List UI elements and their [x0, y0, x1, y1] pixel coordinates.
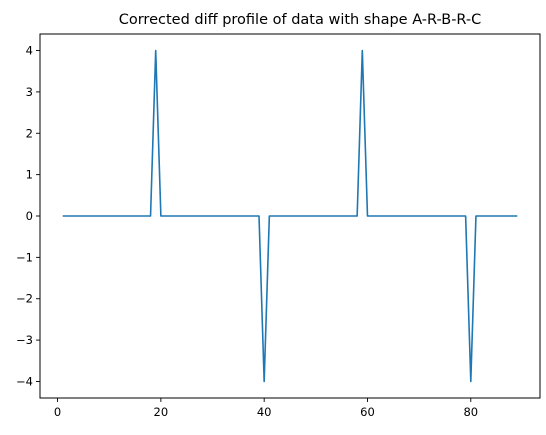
x-tick-label: 80 [463, 405, 478, 419]
y-tick-label: 1 [26, 168, 33, 182]
plot-area [62, 49, 518, 383]
y-tick-label: 4 [26, 44, 33, 58]
y-tick-label: −2 [16, 292, 33, 306]
y-tick-label: 0 [26, 209, 33, 223]
x-tick-label: 20 [154, 405, 169, 419]
y-tick-label: −3 [16, 333, 33, 347]
chart-title: Corrected diff profile of data with shap… [119, 12, 482, 28]
plot-frame [39, 33, 541, 399]
series-line-0 [62, 49, 518, 383]
y-tick-label: −1 [16, 250, 33, 264]
y-tick-label: 2 [26, 126, 33, 140]
x-tick-label: 0 [54, 405, 61, 419]
y-tick-label: −4 [16, 374, 33, 388]
x-tick-label: 60 [360, 405, 375, 419]
x-axis: 0 20 40 60 80 [54, 398, 478, 419]
y-axis: −4 −3 −2 −1 0 1 2 3 4 [16, 44, 40, 388]
y-tick-label: 3 [26, 85, 33, 99]
x-tick-label: 40 [257, 405, 272, 419]
